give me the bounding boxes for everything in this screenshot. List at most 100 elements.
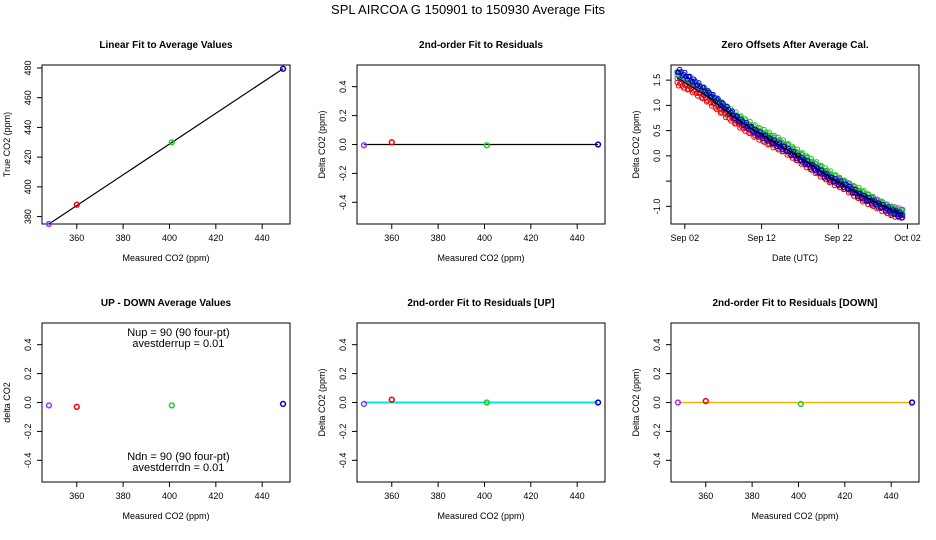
data-point <box>360 400 368 408</box>
x-axis-label: Measured CO2 (ppm) <box>751 511 838 521</box>
y-tick-label: 460 <box>23 90 33 105</box>
y-tick-label: -0.4 <box>23 453 33 469</box>
x-tick-label: 400 <box>477 491 492 501</box>
y-tick-label: 480 <box>23 60 33 75</box>
data-point <box>803 153 810 159</box>
y-tick-label: 0.0 <box>338 396 348 409</box>
data-point <box>675 69 682 75</box>
panel-title: Linear Fit to Average Values <box>99 40 233 51</box>
y-tick-label: 0.0 <box>652 396 662 409</box>
panel-title: 2nd-order Fit to Residuals [DOWN] <box>713 298 878 309</box>
data-point <box>685 86 692 93</box>
data-point <box>279 400 287 408</box>
x-tick-label: 360 <box>69 491 84 501</box>
panel-p6: 2nd-order Fit to Residuals [DOWN] Measure… <box>631 298 920 521</box>
data-point <box>710 91 716 98</box>
x-tick-label: 380 <box>431 491 446 501</box>
data-point <box>857 187 863 194</box>
x-tick-label: 420 <box>208 491 223 501</box>
y-tick-label: -0.2 <box>23 424 33 440</box>
panel-title: 2nd-order Fit to Residuals <box>419 40 543 51</box>
x-tick-label: 400 <box>162 233 177 243</box>
y-tick-label: 0.5 <box>652 124 662 137</box>
data-point <box>168 139 175 146</box>
y-tick-label: 0.0 <box>338 138 348 151</box>
data-point <box>720 100 726 107</box>
data-point <box>705 88 711 94</box>
y-tick-label: 0.4 <box>338 80 348 93</box>
x-tick-label: 420 <box>523 233 538 243</box>
stats-annotation: avestderrdn = 0.01 <box>132 462 224 474</box>
data-point <box>758 132 765 138</box>
x-tick-label: 440 <box>884 491 899 501</box>
x-tick-label: 380 <box>116 491 131 501</box>
y-tick-label: 0.4 <box>338 338 348 351</box>
x-tick-label: Sep 02 <box>671 233 700 243</box>
data-point <box>73 403 80 410</box>
y-axis-label: Delta CO2 (ppm) <box>317 368 327 436</box>
data-point <box>45 220 53 228</box>
data-point <box>797 400 804 408</box>
data-point <box>794 146 801 152</box>
data-point <box>744 123 751 129</box>
plot-frame <box>41 64 291 225</box>
y-tick-label: 0.0 <box>23 396 33 409</box>
x-tick-label: 380 <box>116 233 131 243</box>
y-axis-label: delta CO2 <box>2 382 12 423</box>
x-tick-label: 420 <box>837 491 852 501</box>
data-point <box>693 90 700 97</box>
x-tick-label: 420 <box>523 491 538 501</box>
x-tick-label: 360 <box>384 491 399 501</box>
fit-line <box>48 68 284 225</box>
data-point <box>796 149 802 156</box>
y-tick-label: 0.2 <box>23 367 33 380</box>
x-tick-label: 440 <box>255 491 270 501</box>
x-tick-label: Sep 12 <box>747 233 776 243</box>
data-point <box>594 399 602 406</box>
y-tick-label: -0.2 <box>652 424 662 440</box>
y-axis-label: Delta CO2 (ppm) <box>631 110 641 178</box>
x-tick-label: 360 <box>69 233 84 243</box>
panel-p2: 2nd-order Fit to Residuals Measured CO2 (… <box>317 40 606 263</box>
data-point <box>706 89 712 96</box>
x-tick-label: Oct 02 <box>894 233 921 243</box>
data-point <box>168 402 175 409</box>
y-tick-label: 0.2 <box>338 367 348 380</box>
y-tick-label: -0.4 <box>338 453 348 469</box>
y-tick-label: 420 <box>23 150 33 165</box>
y-tick-label: -0.2 <box>338 424 348 440</box>
panel-p5: 2nd-order Fit to Residuals [UP] Measured … <box>317 298 606 521</box>
x-tick-label: 400 <box>477 233 492 243</box>
data-point <box>388 396 395 403</box>
data-point <box>908 399 916 406</box>
stats-annotation: Nup = 90 (90 four-pt) <box>127 327 229 339</box>
x-tick-label: 380 <box>745 491 760 501</box>
data-point <box>679 73 685 79</box>
data-point <box>674 399 682 406</box>
x-tick-label: 420 <box>208 233 223 243</box>
data-point <box>808 155 815 162</box>
y-axis-label: True CO2 (ppm) <box>2 112 12 177</box>
figure-title: SPL AIRCOA G 150901 to 150930 Average Fi… <box>331 2 605 17</box>
x-axis-label: Measured CO2 (ppm) <box>437 253 524 263</box>
y-axis-label: Delta CO2 (ppm) <box>317 110 327 178</box>
y-tick-label: -0.2 <box>338 166 348 182</box>
data-point <box>360 142 368 149</box>
panel-title: UP - DOWN Average Values <box>101 298 232 309</box>
data-point <box>483 399 490 406</box>
y-tick-label: 0.4 <box>23 338 33 351</box>
plot-frame <box>670 64 920 225</box>
data-point <box>734 113 740 120</box>
y-tick-label: 0.2 <box>338 109 348 122</box>
x-tick-label: 400 <box>791 491 806 501</box>
y-axis-label: Delta CO2 (ppm) <box>631 368 641 436</box>
y-tick-label: 380 <box>23 209 33 224</box>
x-tick-label: 360 <box>384 233 399 243</box>
x-axis-label: Measured CO2 (ppm) <box>122 511 209 521</box>
y-tick-label: 1.5 <box>652 74 662 87</box>
data-point <box>279 65 287 72</box>
y-tick-label: 1.0 <box>652 99 662 112</box>
stats-annotation: Ndn = 90 (90 four-pt) <box>127 451 229 463</box>
panel-title: Zero Offsets After Average Cal. <box>721 40 868 51</box>
